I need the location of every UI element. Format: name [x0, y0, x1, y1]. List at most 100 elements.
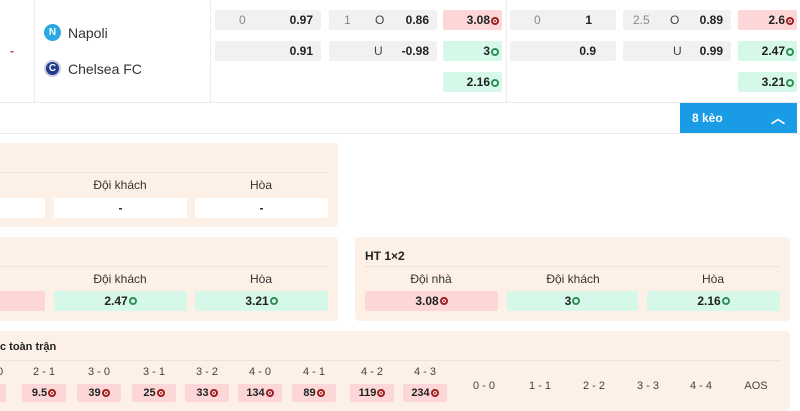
- arrow-down-icon: [439, 297, 448, 305]
- odds-value: 2.16: [697, 294, 721, 308]
- h2-1x2-home[interactable]: 2.6: [738, 10, 797, 30]
- arrow-down-icon: [48, 389, 57, 397]
- arrow-up-icon: [572, 297, 581, 305]
- chevron-up-icon: ︿: [771, 110, 785, 126]
- match-score: -: [10, 44, 14, 58]
- score-odds[interactable]: 39: [77, 384, 121, 402]
- more-markets-button[interactable]: 8 kèo ︿: [680, 103, 797, 133]
- arrow-down-icon: [209, 389, 218, 397]
- odds-value: 234: [411, 387, 430, 399]
- odds-value: 0.99: [699, 44, 723, 58]
- arrow-down-icon: [316, 389, 325, 397]
- score-odds[interactable]: [0, 384, 6, 402]
- arrow-up-icon: [269, 297, 278, 305]
- ou-line: 1: [344, 13, 351, 27]
- arrow-down-icon: [430, 389, 439, 397]
- ht-away-odds[interactable]: 3: [507, 291, 638, 311]
- odds-value: 39: [88, 387, 101, 399]
- draw-score-label: 3 - 3: [636, 380, 660, 392]
- over-label: O: [670, 13, 680, 27]
- napoli-logo-icon: N: [44, 24, 61, 41]
- score-odds[interactable]: 234: [403, 384, 447, 402]
- odds-value: 0.97: [289, 13, 313, 27]
- arrow-up-icon: [491, 48, 499, 56]
- score-label: 4 - 3: [413, 366, 437, 378]
- draw-score-label: 0 - 0: [472, 380, 496, 392]
- divider: [210, 0, 211, 102]
- divider: [506, 0, 507, 102]
- h2-hdp-away[interactable]: 0.9: [510, 41, 616, 61]
- ft-hdp-away[interactable]: 0.91: [215, 41, 321, 61]
- draw-label: Hòa: [249, 272, 273, 286]
- away-team[interactable]: C Chelsea FC: [44, 60, 142, 77]
- h2-1x2-draw[interactable]: 3.21: [738, 72, 797, 92]
- home-odds[interactable]: [0, 291, 45, 311]
- away-odds[interactable]: -: [54, 198, 187, 218]
- draw-score-label: AOS: [744, 380, 768, 392]
- odds-value: 2.47: [104, 294, 128, 308]
- odds-value: -: [259, 201, 264, 215]
- arrow-down-icon: [491, 17, 499, 25]
- away-odds[interactable]: 2.47: [54, 291, 187, 311]
- odds-value: 89: [303, 387, 316, 399]
- over-label: O: [375, 13, 385, 27]
- ft-1x2-draw[interactable]: 2.16: [443, 72, 502, 92]
- draw-odds[interactable]: 3.21: [195, 291, 328, 311]
- ft-ou-under[interactable]: U -0.98: [329, 41, 437, 61]
- odds-value: 3.21: [245, 294, 269, 308]
- score-label: 3 - 2: [195, 366, 219, 378]
- odds-value: 9.5: [31, 387, 48, 399]
- odds-value: 0.9: [579, 44, 596, 58]
- divider: [0, 102, 800, 103]
- ft-1x2-home[interactable]: 3.08: [443, 10, 502, 30]
- correct-score-panel: [0, 331, 790, 411]
- score-odds[interactable]: 9.5: [22, 384, 66, 402]
- odds-value: 2.6: [768, 13, 785, 27]
- divider: [0, 133, 800, 134]
- h2-ou-under[interactable]: U 0.99: [623, 41, 731, 61]
- odds-value: 1: [585, 13, 592, 27]
- odds-value: 3.21: [761, 75, 785, 89]
- odds-value: 0.89: [699, 13, 723, 27]
- odds-value: 25: [143, 387, 156, 399]
- ht-home-odds[interactable]: 3.08: [365, 291, 498, 311]
- score-odds[interactable]: 134: [238, 384, 282, 402]
- ft-1x2-away[interactable]: 3: [443, 41, 502, 61]
- ft-ou-over[interactable]: 1 O 0.86: [329, 10, 437, 30]
- odds-value: 0.91: [289, 44, 313, 58]
- panel-title: c toàn trận: [0, 341, 57, 353]
- odds-value: 134: [246, 387, 265, 399]
- more-markets-label: 8 kèo: [692, 111, 723, 125]
- away-label: Đội khách: [546, 272, 600, 286]
- score-odds[interactable]: 89: [292, 384, 336, 402]
- odds-value: 2.47: [761, 44, 785, 58]
- arrow-up-icon: [128, 297, 137, 305]
- arrow-down-icon: [156, 389, 165, 397]
- score-odds[interactable]: 119: [350, 384, 394, 402]
- h2-1x2-away[interactable]: 2.47: [738, 41, 797, 61]
- away-label: Đội khách: [93, 178, 147, 192]
- score-label: 4 - 2: [360, 366, 384, 378]
- ft-hdp-home[interactable]: 0 0.97: [215, 10, 321, 30]
- home-label: Đội nhà: [410, 272, 452, 286]
- odds-value: 3: [564, 294, 572, 308]
- ou-line: 2.5: [633, 13, 650, 27]
- home-team[interactable]: N Napoli: [44, 24, 108, 41]
- away-label: Đội khách: [93, 272, 147, 286]
- under-label: U: [374, 44, 383, 58]
- ht-draw-odds[interactable]: 2.16: [647, 291, 780, 311]
- draw-odds[interactable]: -: [195, 198, 328, 218]
- odds-value: -: [118, 201, 123, 215]
- hdp-line: 0: [239, 13, 246, 27]
- odds-value: 119: [358, 387, 377, 399]
- score-label: 3 - 0: [87, 366, 111, 378]
- chelsea-logo-icon: C: [44, 60, 61, 77]
- score-label: 4 - 0: [248, 366, 272, 378]
- h2-ou-over[interactable]: 2.5 O 0.89: [623, 10, 731, 30]
- home-odds[interactable]: [0, 198, 45, 218]
- score-odds[interactable]: 33: [185, 384, 229, 402]
- score-odds[interactable]: 25: [132, 384, 176, 402]
- arrow-down-icon: [101, 389, 110, 397]
- draw-score-label: 1 - 1: [528, 380, 552, 392]
